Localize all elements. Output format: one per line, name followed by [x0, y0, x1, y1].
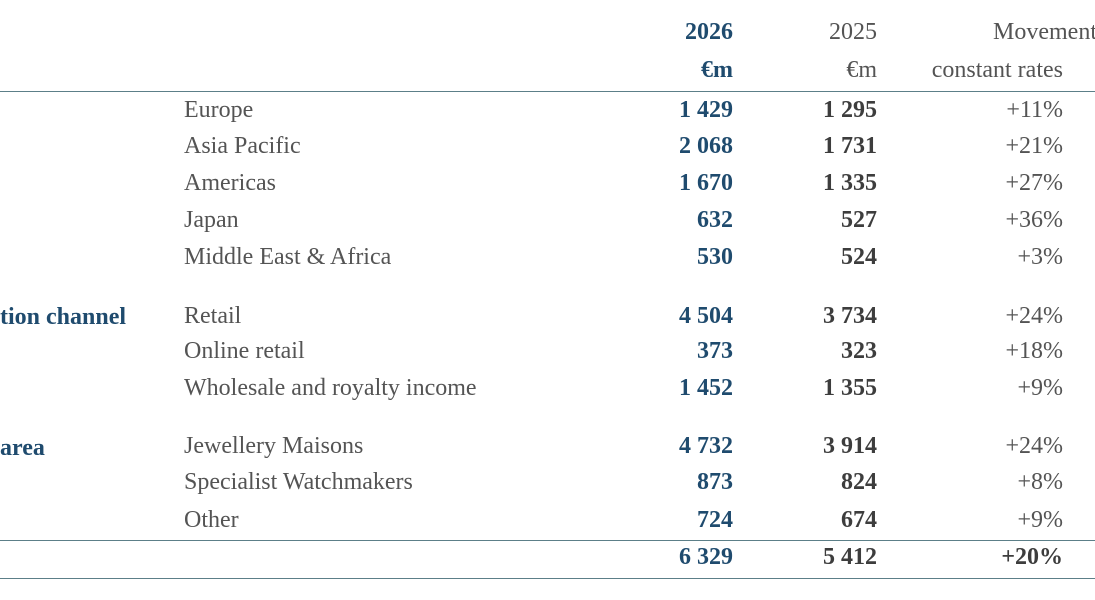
- row-label: Europe: [184, 97, 254, 123]
- header-year-current: 2026: [685, 19, 733, 45]
- total-bottom-rule: [0, 578, 1095, 579]
- row-current: 1 452: [679, 375, 733, 401]
- row-movement: +11%: [1006, 97, 1063, 123]
- row-label: Retail: [184, 303, 242, 329]
- row-movement: +27%: [1005, 170, 1063, 196]
- row-prior: 3 734: [823, 303, 877, 329]
- row-current: 530: [697, 244, 733, 270]
- row-current: 1 429: [679, 97, 733, 123]
- row-movement: +9%: [1017, 507, 1063, 533]
- row-label: Jewellery Maisons: [184, 433, 364, 459]
- row-prior: 527: [841, 207, 877, 233]
- header-unit-prior: €m: [846, 57, 877, 83]
- row-prior: 524: [841, 244, 877, 270]
- row-movement: +21%: [1005, 133, 1063, 159]
- header-movement-sub: constant rates: [931, 57, 1063, 83]
- row-current: 2 068: [679, 133, 733, 159]
- row-current: 4 504: [679, 303, 733, 329]
- row-prior: 3 914: [823, 433, 877, 459]
- row-prior: 323: [841, 338, 877, 364]
- row-label: Other: [184, 507, 239, 533]
- row-movement: +36%: [1005, 207, 1063, 233]
- header-movement-label: Movement at: [993, 19, 1095, 45]
- row-prior: 1 355: [823, 375, 877, 401]
- total-prior: 5 412: [823, 544, 877, 570]
- row-movement: +8%: [1017, 469, 1063, 495]
- row-current: 632: [697, 207, 733, 233]
- row-movement: +9%: [1017, 375, 1063, 401]
- row-current: 1 670: [679, 170, 733, 196]
- row-label: Japan: [184, 207, 239, 233]
- row-label: Americas: [184, 170, 276, 196]
- row-prior: 1 731: [823, 133, 877, 159]
- row-category: area: [0, 435, 45, 461]
- total-top-rule: [0, 540, 1095, 541]
- row-movement: +24%: [1005, 433, 1063, 459]
- row-label: Asia Pacific: [184, 133, 301, 159]
- total-current: 6 329: [679, 544, 733, 570]
- row-current: 373: [697, 338, 733, 364]
- total-movement: +20%: [1001, 544, 1063, 570]
- row-current: 724: [697, 507, 733, 533]
- header-unit-current: €m: [701, 57, 733, 83]
- row-label: Middle East & Africa: [184, 244, 392, 270]
- row-label: Online retail: [184, 338, 305, 364]
- row-prior: 824: [841, 469, 877, 495]
- row-prior: 674: [841, 507, 877, 533]
- header-rule: [0, 91, 1095, 92]
- row-category: tion channel: [0, 304, 127, 330]
- row-movement: +3%: [1017, 244, 1063, 270]
- row-movement: +18%: [1005, 338, 1063, 364]
- row-label: Specialist Watchmakers: [184, 469, 413, 495]
- row-prior: 1 335: [823, 170, 877, 196]
- header-year-prior: 2025: [829, 19, 877, 45]
- row-prior: 1 295: [823, 97, 877, 123]
- row-current: 4 732: [679, 433, 733, 459]
- row-label: Wholesale and royalty income: [184, 375, 477, 401]
- row-movement: +24%: [1005, 303, 1063, 329]
- row-current: 873: [697, 469, 733, 495]
